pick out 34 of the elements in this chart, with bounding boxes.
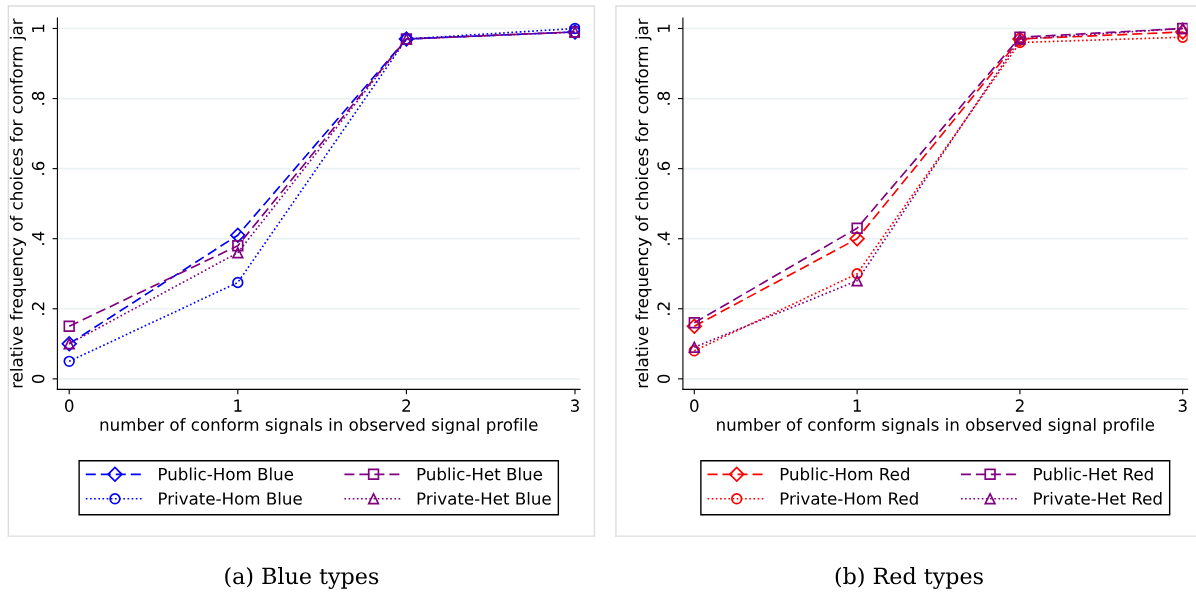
x-tick-label: 2 (402, 399, 411, 412)
y-tick-label: .6 (657, 161, 670, 175)
x-tick-label: 3 (1178, 399, 1187, 412)
y-tick-label: 0 (31, 374, 45, 384)
legend-label: Public-Hom Red (780, 467, 909, 481)
legend-label: Public-Het Red (1034, 467, 1153, 481)
y-tick-label: .4 (657, 231, 670, 245)
x-tick-label: 0 (690, 399, 699, 412)
x-tick-label: 1 (853, 399, 861, 412)
text: (a) Blue types (225, 567, 379, 589)
y-tick-label: .2 (31, 302, 45, 315)
text: (b) Red types (835, 567, 983, 589)
y-tick-label: 0 (657, 374, 670, 384)
y-tick-label: 1 (32, 24, 45, 32)
x-axis-title: number of conform signals in observed signal profile (100, 417, 538, 435)
legend-label: Private-Het Blue (417, 491, 551, 505)
x-tick-label: 1 (234, 399, 242, 412)
y-tick-label: 1 (657, 24, 670, 32)
x-tick-label: 0 (65, 399, 74, 412)
y-tick-label: .8 (657, 91, 670, 105)
legend-label: Private-Het Red (1034, 491, 1162, 505)
legend-label: Private-Hom Blue (159, 491, 302, 505)
x-tick-label: 2 (1015, 399, 1024, 412)
legend-label: Public-Het Blue (417, 467, 543, 481)
y-axis-title: relative frequency of choices for conform jar (635, 18, 652, 388)
y-tick-label: .2 (657, 302, 670, 315)
legend-label: Private-Hom Red (780, 491, 918, 505)
y-tick-label: .6 (31, 161, 45, 175)
y-tick-label: .8 (31, 91, 45, 105)
legend-label: Public-Hom Blue (159, 467, 294, 481)
x-tick-label: 3 (570, 399, 579, 412)
y-axis-title: relative frequency of choices for conform jar (9, 18, 26, 388)
x-axis-title: number of conform signals in observed signal profile (717, 417, 1155, 435)
y-tick-label: .4 (32, 231, 45, 245)
